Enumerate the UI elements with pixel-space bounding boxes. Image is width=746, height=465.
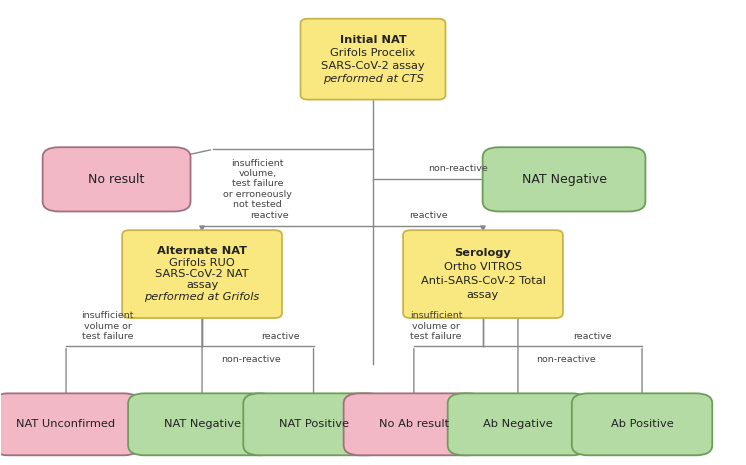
Text: Serology: Serology [454,248,511,258]
Text: SARS-CoV-2 NAT: SARS-CoV-2 NAT [155,269,249,279]
Text: performed at Grifols: performed at Grifols [145,292,260,302]
Text: performed at CTS: performed at CTS [322,73,424,84]
Text: Alternate NAT: Alternate NAT [157,246,247,257]
Text: non-reactive: non-reactive [536,355,596,364]
Text: NAT Positive: NAT Positive [278,419,348,429]
Text: Grifols RUO: Grifols RUO [169,258,235,268]
Text: insufficient
volume or
test failure: insufficient volume or test failure [410,312,463,341]
Text: Anti-SARS-CoV-2 Total: Anti-SARS-CoV-2 Total [421,276,545,286]
FancyBboxPatch shape [0,393,140,455]
Text: insufficient
volume or
test failure: insufficient volume or test failure [81,312,134,341]
Text: No Ab result: No Ab result [379,419,449,429]
Text: reactive: reactive [261,332,299,341]
Text: No result: No result [88,173,145,186]
FancyBboxPatch shape [572,393,712,455]
Text: Ab Negative: Ab Negative [483,419,553,429]
FancyBboxPatch shape [243,393,383,455]
Text: non-reactive: non-reactive [221,355,280,364]
Text: reactive: reactive [410,211,448,220]
Text: Initial NAT: Initial NAT [339,35,407,45]
Text: Ortho VITROS: Ortho VITROS [444,262,522,272]
Text: NAT Negative: NAT Negative [163,419,240,429]
Text: insufficient
volume,
test failure
or erroneously
not tested: insufficient volume, test failure or err… [223,159,292,209]
FancyBboxPatch shape [448,393,588,455]
Text: non-reactive: non-reactive [429,164,489,173]
FancyBboxPatch shape [483,147,645,212]
Text: Grifols Procelix: Grifols Procelix [330,48,416,58]
Text: assay: assay [186,280,218,291]
Text: SARS-CoV-2 assay: SARS-CoV-2 assay [322,60,424,71]
FancyBboxPatch shape [403,230,563,318]
Text: assay: assay [467,290,499,300]
FancyBboxPatch shape [43,147,190,212]
FancyBboxPatch shape [344,393,484,455]
Text: NAT Negative: NAT Negative [521,173,606,186]
FancyBboxPatch shape [128,393,276,455]
Text: reactive: reactive [250,211,288,220]
Text: NAT Unconfirmed: NAT Unconfirmed [16,419,116,429]
FancyBboxPatch shape [122,230,282,318]
Text: Ab Positive: Ab Positive [611,419,674,429]
Text: reactive: reactive [573,332,612,341]
FancyBboxPatch shape [301,19,445,100]
